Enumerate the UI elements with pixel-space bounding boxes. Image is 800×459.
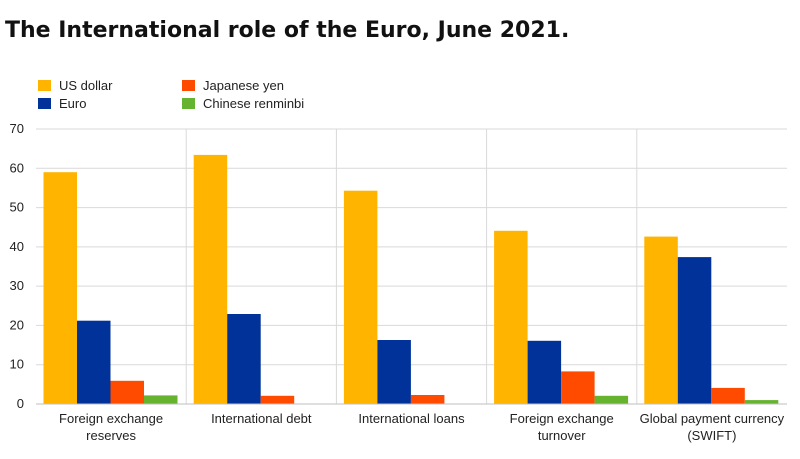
bar-us-dollar-0 bbox=[43, 172, 77, 404]
y-tick-label-40: 40 bbox=[10, 239, 24, 254]
bar-euro-0 bbox=[77, 320, 111, 404]
bar-japanese-yen-2 bbox=[410, 395, 445, 404]
y-tick-label-0: 0 bbox=[17, 396, 24, 411]
y-tick-label-20: 20 bbox=[10, 317, 24, 332]
category-label-3-line-1: turnover bbox=[538, 428, 586, 443]
legend-label-chinese-renminbi: Chinese renminbi bbox=[203, 96, 305, 111]
legend-swatch-chinese-renminbi bbox=[182, 98, 195, 109]
bar-japanese-yen-1 bbox=[260, 395, 295, 405]
legend-label-us-dollar: US dollar bbox=[59, 78, 113, 93]
legend-swatch-us-dollar bbox=[38, 80, 51, 91]
category-label-4-line-1: (SWIFT) bbox=[687, 428, 736, 443]
category-label-4-line-0: Global payment currency bbox=[640, 411, 785, 426]
legend-item-chinese-renminbi: Chinese renminbi bbox=[182, 96, 304, 111]
bar-japanese-yen-4 bbox=[711, 387, 745, 404]
y-tick-label-60: 60 bbox=[10, 160, 24, 175]
bar-us-dollar-4 bbox=[644, 236, 678, 404]
bar-japanese-yen-3 bbox=[561, 371, 595, 404]
category-label-3-line-0: Foreign exchange bbox=[510, 411, 614, 426]
x-axis: Foreign exchange reserves International de… bbox=[36, 403, 787, 443]
y-tick-label-10: 10 bbox=[10, 357, 24, 372]
legend-item-us-dollar: US dollar bbox=[38, 78, 112, 93]
bar-japanese-yen-0 bbox=[110, 380, 144, 404]
legend-swatch-euro bbox=[38, 98, 51, 109]
category-label-2-line-0: International loans bbox=[358, 411, 465, 426]
category-label-0-line-0: Foreign exchange bbox=[59, 411, 163, 426]
bar-chinese-renminbi-3 bbox=[594, 395, 629, 405]
legend-item-japanese-yen: Japanese yen bbox=[182, 78, 284, 93]
legend-label-euro: Euro bbox=[59, 96, 87, 111]
bar-us-dollar-1 bbox=[193, 154, 228, 404]
bar-euro-2 bbox=[377, 340, 411, 404]
chart-title: The International role of the Euro, June… bbox=[5, 18, 570, 43]
bar-euro-1 bbox=[227, 314, 261, 404]
legend-item-euro: Euro bbox=[38, 96, 86, 111]
legend-swatch-japanese-yen bbox=[182, 80, 195, 91]
category-label-0-line-1: reserves bbox=[86, 428, 136, 443]
bars bbox=[43, 154, 779, 405]
bar-euro-4 bbox=[677, 257, 712, 404]
bar-chinese-renminbi-4 bbox=[744, 400, 779, 404]
bar-us-dollar-3 bbox=[494, 230, 528, 405]
y-tick-label-70: 70 bbox=[10, 121, 24, 136]
bar-chinese-renminbi-0 bbox=[144, 395, 178, 404]
legend: US dollar Euro Japanese yen Chinese renm… bbox=[0, 0, 800, 120]
category-label-1-line-0: International debt bbox=[211, 411, 312, 426]
y-axis: 0 10 20 30 40 50 60 70 bbox=[10, 121, 24, 411]
y-tick-label-30: 30 bbox=[10, 278, 24, 293]
bar-us-dollar-2 bbox=[343, 190, 378, 404]
bar-euro-3 bbox=[527, 340, 562, 405]
y-tick-label-50: 50 bbox=[10, 200, 24, 215]
legend-label-japanese-yen: Japanese yen bbox=[203, 78, 284, 93]
